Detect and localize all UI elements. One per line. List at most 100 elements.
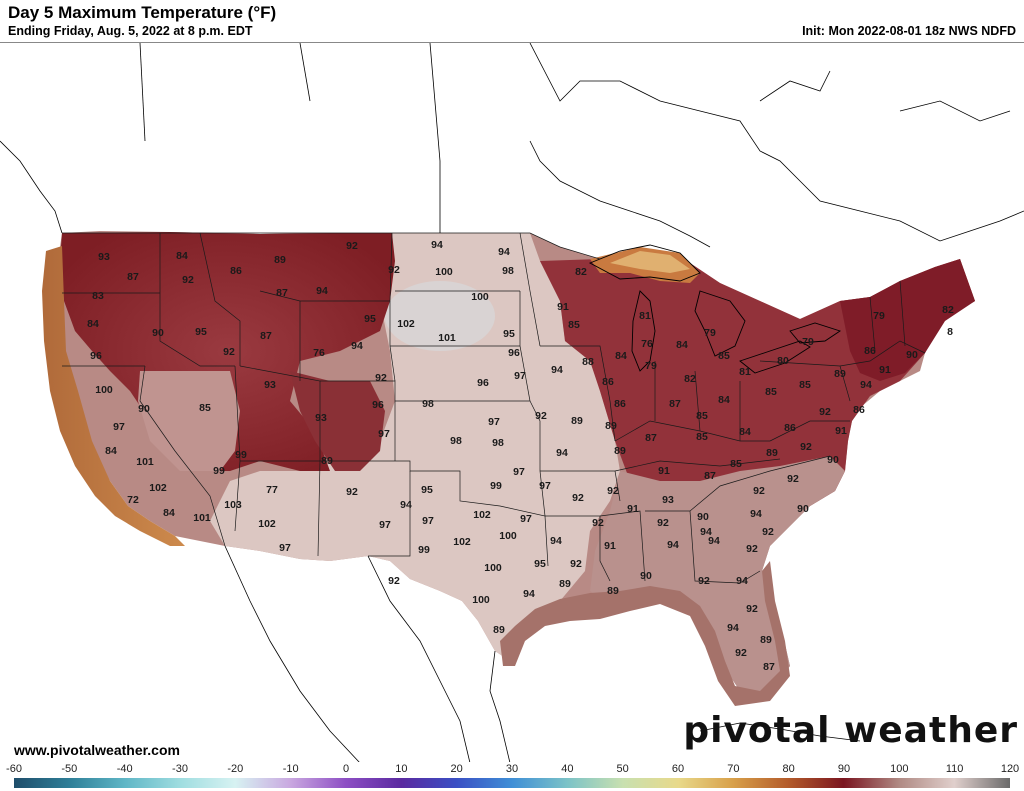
- temp-label: 89: [571, 415, 583, 427]
- temp-label: 90: [827, 454, 839, 466]
- temp-label: 92: [698, 575, 710, 587]
- lake-superior-warm-fill: [610, 251, 690, 273]
- temp-label: 99: [418, 544, 430, 556]
- temp-label: 100: [95, 384, 113, 396]
- temp-label: 92: [535, 410, 547, 422]
- temp-label: 102: [258, 518, 276, 530]
- temp-label: 95: [364, 313, 376, 325]
- colorbar-tick: 30: [505, 763, 519, 775]
- temp-label: 76: [313, 347, 325, 359]
- temp-label: 94: [750, 508, 762, 520]
- temp-label: 84: [739, 426, 751, 438]
- colorbar-tick: 50: [616, 763, 629, 775]
- temp-label: 100: [484, 562, 502, 574]
- temp-label: 86: [853, 404, 865, 416]
- temp-label: 97: [279, 542, 291, 554]
- temp-label: 81: [639, 310, 651, 322]
- temp-label: 89: [605, 420, 617, 432]
- temp-label: 89: [493, 624, 505, 636]
- temp-label: 90: [640, 570, 652, 582]
- init-time: Init: Mon 2022-08-01 18z NWS NDFD: [802, 24, 1016, 38]
- temp-label: 102: [473, 509, 491, 521]
- temp-label: 93: [98, 251, 110, 263]
- temp-label: 99: [213, 465, 225, 477]
- temp-label: 79: [645, 360, 657, 372]
- temp-label: 97: [514, 370, 526, 382]
- temp-label: 79: [704, 327, 716, 339]
- temp-label: 101: [438, 332, 456, 344]
- temp-label: 84: [676, 339, 688, 351]
- temp-label: 82: [684, 373, 696, 385]
- temp-label: 80: [777, 355, 789, 367]
- temp-label: 72: [127, 494, 139, 506]
- temp-label: 94: [736, 575, 748, 587]
- temperature-map[interactable]: 93 84 89 92 94 94 87 92 86 92 100 98 82 83 87 94 100 91 84…: [0, 42, 1024, 763]
- temp-label: 95: [195, 326, 207, 338]
- temp-label: 85: [199, 402, 211, 414]
- colorbar-tick: 90: [837, 763, 851, 775]
- temp-label: 94: [727, 622, 739, 634]
- temp-label: 103: [224, 499, 242, 511]
- temp-label: 93: [264, 379, 276, 391]
- temp-label: 85: [718, 350, 730, 362]
- temp-label: 94: [551, 364, 563, 376]
- map-header: Day 5 Maximum Temperature (°F) Ending Fr…: [0, 0, 1024, 42]
- website-url: www.pivotalweather.com: [14, 742, 180, 758]
- state-boundaries: [62, 232, 926, 584]
- temp-label: 90: [138, 403, 150, 415]
- temp-label: 97: [379, 519, 391, 531]
- temp-label: 91: [835, 425, 847, 437]
- temp-label: 99: [235, 449, 247, 461]
- gulf-coast-band: [500, 561, 790, 706]
- temp-label: 89: [607, 585, 619, 597]
- temp-label: 98: [492, 437, 504, 449]
- temp-label: 96: [90, 350, 102, 362]
- colorbar-tick: -60: [6, 763, 22, 775]
- temp-label: 92: [572, 492, 584, 504]
- temp-label: 102: [453, 536, 471, 548]
- temp-label: 84: [615, 350, 627, 362]
- temp-label: 102: [397, 318, 415, 330]
- temp-label: 94: [667, 539, 679, 551]
- temp-label: 92: [787, 473, 799, 485]
- temp-label: 83: [92, 290, 104, 302]
- temp-label: 85: [696, 410, 708, 422]
- temp-label: 79: [873, 310, 885, 322]
- pacific-coast-fill: [42, 246, 185, 546]
- temp-label: 91: [557, 301, 569, 313]
- temp-label: 90: [797, 503, 809, 515]
- temp-label: 90: [697, 511, 709, 523]
- temp-label: 76: [641, 338, 653, 350]
- temp-label: 81: [739, 366, 751, 378]
- colorbar-tick: 120: [1000, 763, 1020, 775]
- temp-label: 97: [422, 515, 434, 527]
- temp-label: 90: [906, 349, 918, 361]
- temp-label: 96: [508, 347, 520, 359]
- temp-label: 92: [570, 558, 582, 570]
- colorbar-tick: 100: [890, 763, 909, 775]
- temp-label: 94: [708, 535, 720, 547]
- temp-label: 98: [502, 265, 514, 277]
- temp-label: 8: [947, 326, 953, 338]
- temp-label: 94: [550, 535, 562, 547]
- temp-label: 87: [669, 398, 681, 410]
- temp-label: 91: [879, 364, 891, 376]
- temp-label: 88: [582, 356, 594, 368]
- temp-label: 89: [274, 254, 286, 266]
- temp-label: 97: [113, 421, 125, 433]
- valid-time: Ending Friday, Aug. 5, 2022 at 8 p.m. ED…: [8, 24, 253, 38]
- temp-label: 87: [645, 432, 657, 444]
- colorbar-scale: [14, 778, 1010, 788]
- temp-label: 86: [614, 398, 626, 410]
- temp-label: 89: [321, 455, 333, 467]
- colorbar-tick: 10: [395, 763, 408, 775]
- temp-label: 86: [602, 376, 614, 388]
- temp-label: 92: [762, 526, 774, 538]
- temp-label: 89: [760, 634, 772, 646]
- temp-label: 97: [513, 466, 525, 478]
- temp-label: 85: [696, 431, 708, 443]
- brand-logo: pivotal weather: [683, 710, 1018, 751]
- temp-label: 92: [223, 346, 235, 358]
- temp-label: 93: [662, 494, 674, 506]
